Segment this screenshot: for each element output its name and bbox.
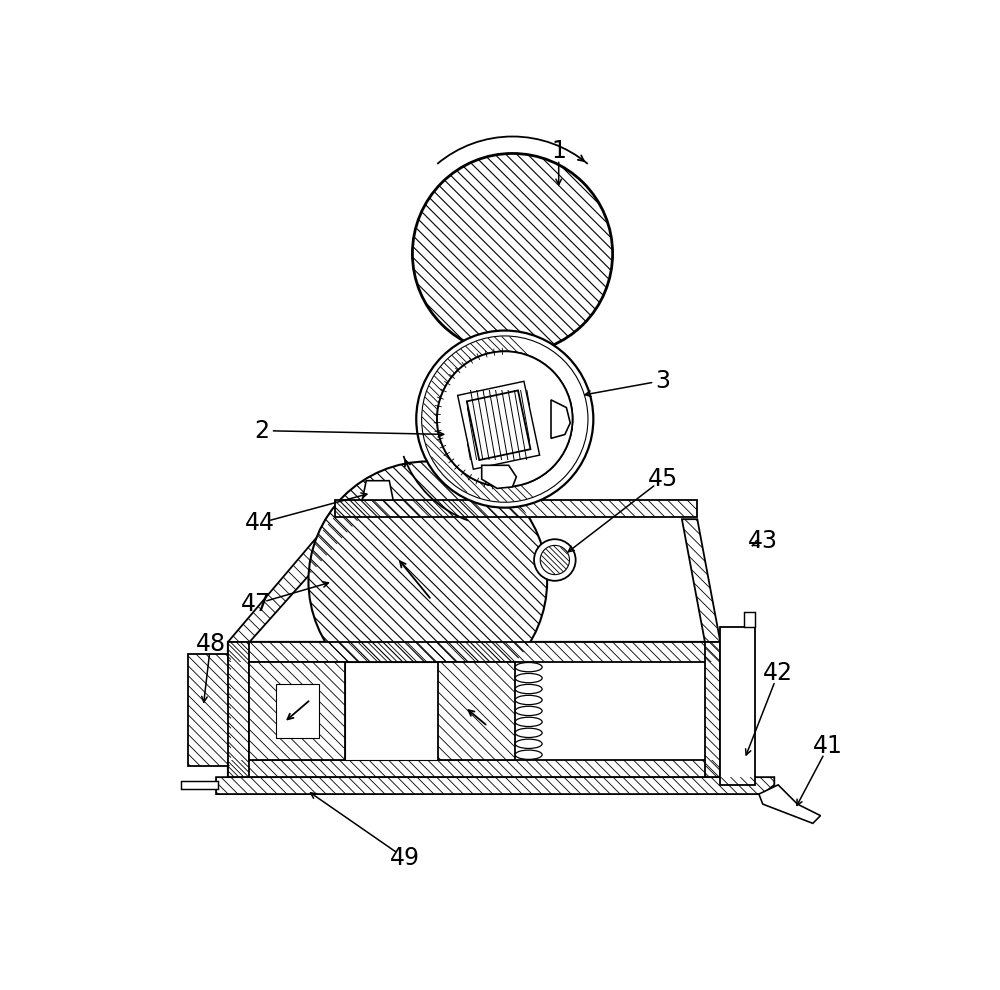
Text: 49: 49 <box>390 846 420 870</box>
Bar <box>744 612 755 627</box>
Bar <box>249 661 345 760</box>
Ellipse shape <box>515 750 542 759</box>
Ellipse shape <box>515 673 542 683</box>
Bar <box>188 654 231 765</box>
Bar <box>467 390 530 460</box>
Ellipse shape <box>515 729 542 738</box>
Bar <box>705 643 720 777</box>
Bar <box>438 661 515 760</box>
Text: 44: 44 <box>245 511 275 535</box>
Text: 3: 3 <box>655 368 670 393</box>
Ellipse shape <box>515 740 542 748</box>
Circle shape <box>412 153 613 353</box>
Bar <box>228 643 720 777</box>
Text: 2: 2 <box>255 419 270 443</box>
Polygon shape <box>228 516 362 643</box>
Circle shape <box>437 351 573 487</box>
Circle shape <box>534 540 576 581</box>
Ellipse shape <box>515 684 542 694</box>
Polygon shape <box>551 400 570 439</box>
Circle shape <box>437 351 573 487</box>
Text: 43: 43 <box>748 529 778 552</box>
Polygon shape <box>682 519 720 643</box>
Bar <box>720 627 755 785</box>
Bar <box>335 500 697 517</box>
Bar <box>181 781 218 789</box>
Polygon shape <box>759 785 820 824</box>
Ellipse shape <box>515 706 542 716</box>
Circle shape <box>308 461 547 700</box>
Polygon shape <box>216 777 774 794</box>
Text: 47: 47 <box>241 592 271 616</box>
Text: 45: 45 <box>648 467 678 491</box>
Polygon shape <box>482 465 516 488</box>
Circle shape <box>540 545 569 574</box>
Bar <box>458 381 540 469</box>
Bar <box>228 643 720 661</box>
Circle shape <box>416 331 593 508</box>
Ellipse shape <box>515 717 542 727</box>
Polygon shape <box>362 481 393 500</box>
Ellipse shape <box>515 662 542 672</box>
Text: 48: 48 <box>196 632 226 656</box>
Bar <box>345 661 438 760</box>
Bar <box>276 684 319 738</box>
Bar <box>228 760 720 777</box>
Text: 42: 42 <box>763 661 793 685</box>
Bar <box>228 643 249 777</box>
Ellipse shape <box>515 695 542 705</box>
Circle shape <box>422 336 588 502</box>
Text: 41: 41 <box>813 735 843 758</box>
Text: 1: 1 <box>551 140 566 163</box>
